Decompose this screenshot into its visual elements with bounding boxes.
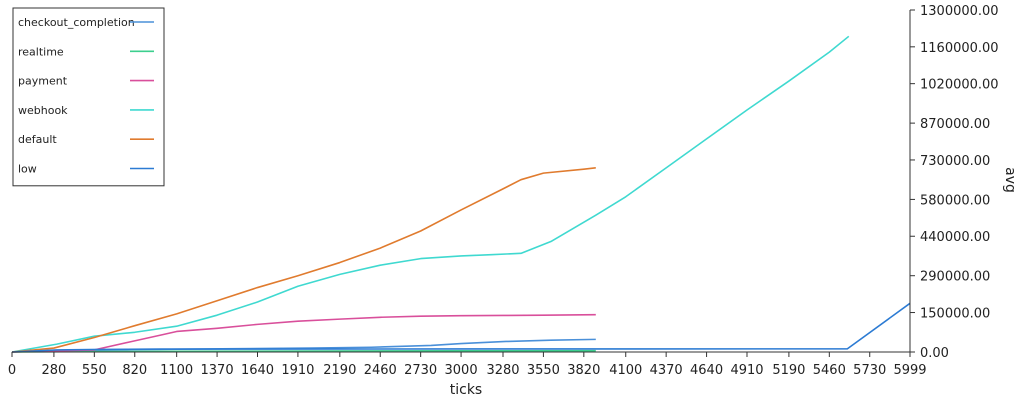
legend-label: realtime	[18, 45, 64, 58]
x-tick-label: 5730	[853, 363, 886, 378]
y-tick-label: 440000.00	[920, 230, 990, 245]
series-line-default	[11, 167, 596, 353]
x-tick-label: 4640	[690, 363, 723, 378]
axes: 0 280 550 820 1100 1370 1640 1910 2190 2460 2730 30…	[8, 4, 1018, 398]
x-tick-label: 1370	[201, 363, 234, 378]
x-tick-label: 2190	[323, 363, 356, 378]
series-line-webhook	[11, 35, 850, 353]
x-tick-label: 5460	[813, 363, 846, 378]
x-tick-label: 1910	[281, 363, 314, 378]
legend-entry-webhook[interactable]: webhook	[18, 104, 154, 117]
y-tick-label: 290000.00	[920, 270, 990, 285]
legend-entry-default[interactable]: default	[18, 133, 154, 146]
y-axis-title: avg	[1002, 167, 1018, 193]
legend-entry-low[interactable]: low	[18, 163, 154, 176]
x-tick-label: 4910	[730, 363, 763, 378]
legend: checkout_completion realtime payment webhoo…	[12, 7, 165, 187]
x-tick-label: 5999	[893, 363, 926, 378]
legend-box	[12, 7, 165, 187]
x-tick-label: 3000	[445, 363, 478, 378]
y-tick-label: 1160000.00	[920, 41, 999, 56]
legend-label: low	[18, 163, 37, 176]
legend-entry-payment[interactable]: payment	[18, 75, 154, 88]
x-tick-label: 3820	[567, 363, 600, 378]
y-tick-label: 150000.00	[920, 307, 990, 322]
series-line-payment	[11, 313, 596, 353]
legend-label: default	[18, 133, 57, 146]
legend-label: checkout_completion	[18, 16, 135, 29]
legend-entry-realtime[interactable]: realtime	[18, 45, 154, 58]
y-tick-label: 0.00	[920, 346, 949, 361]
x-tick-label: 280	[41, 363, 66, 378]
y-tick-label: 870000.00	[920, 117, 990, 132]
x-tick-label: 4100	[609, 363, 642, 378]
x-tick-label: 550	[82, 363, 107, 378]
legend-label: webhook	[18, 104, 68, 117]
x-tick-label: 3550	[527, 363, 560, 378]
x-tick-label: 3280	[486, 363, 519, 378]
x-tick-label: 1640	[241, 363, 274, 378]
legend-label: payment	[18, 75, 68, 88]
x-tick-label: 4370	[650, 363, 683, 378]
legend-entry-checkout-completion[interactable]: checkout_completion	[18, 16, 154, 29]
y-tick-label: 1300000.00	[920, 4, 999, 19]
x-tick-label: 1100	[160, 363, 193, 378]
x-tick-label: 2730	[404, 363, 437, 378]
x-tick-label: 5190	[772, 363, 805, 378]
y-tick-label: 580000.00	[920, 193, 990, 208]
x-axis-title: ticks	[450, 382, 482, 398]
y-tick-label: 1020000.00	[920, 78, 999, 93]
x-tick-label: 0	[8, 363, 16, 378]
x-tick-label: 820	[122, 363, 147, 378]
y-tick-label: 730000.00	[920, 154, 990, 169]
series-line-low	[11, 302, 911, 353]
x-tick-label: 2460	[364, 363, 397, 378]
